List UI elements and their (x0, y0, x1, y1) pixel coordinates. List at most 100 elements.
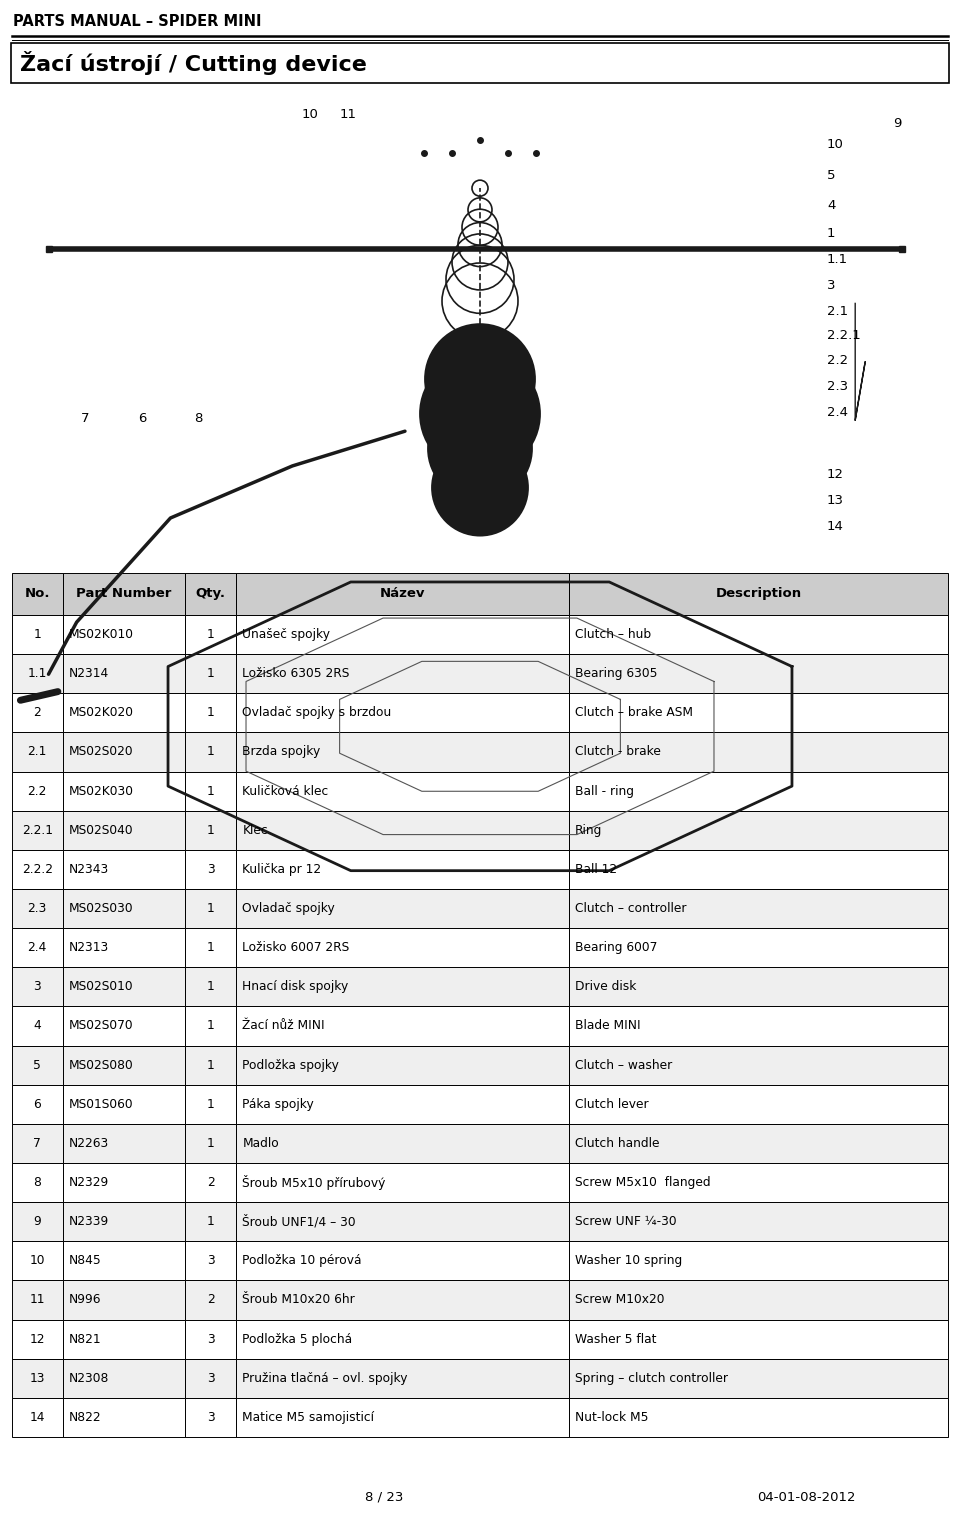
Text: 9: 9 (893, 116, 901, 130)
Bar (185, 772, 236, 810)
Bar (63, 1398, 185, 1437)
Bar (236, 1398, 569, 1437)
Bar (569, 928, 948, 967)
Bar (236, 1007, 569, 1045)
Text: N845: N845 (69, 1254, 102, 1267)
Text: 1: 1 (206, 902, 214, 916)
Text: 13: 13 (828, 494, 844, 507)
Bar (63, 1045, 185, 1085)
Text: Blade MINI: Blade MINI (575, 1019, 640, 1033)
Bar (63, 1202, 185, 1241)
Text: 9: 9 (34, 1215, 41, 1228)
Bar (63, 1163, 185, 1202)
Text: MS02K020: MS02K020 (69, 707, 134, 719)
Bar (236, 1163, 569, 1202)
Text: Part Number: Part Number (76, 588, 172, 601)
Text: Žací ústrojí / Cutting device: Žací ústrojí / Cutting device (20, 50, 367, 75)
Text: Kuličková klec: Kuličková klec (242, 784, 328, 798)
Bar (185, 1358, 236, 1398)
Bar (236, 1045, 569, 1085)
Text: N2308: N2308 (69, 1372, 109, 1384)
Bar (185, 693, 236, 732)
Text: 04-01-08-2012: 04-01-08-2012 (757, 1491, 855, 1505)
Bar (569, 615, 948, 655)
Text: Clutch handle: Clutch handle (575, 1137, 660, 1151)
Bar (569, 967, 948, 1007)
Text: 3: 3 (206, 1412, 214, 1424)
Bar (185, 1241, 236, 1280)
Text: 1: 1 (206, 942, 214, 954)
Bar (12, 1007, 63, 1045)
Bar (63, 1123, 185, 1163)
Text: 8 / 23: 8 / 23 (365, 1491, 403, 1505)
Text: Podložka spojky: Podložka spojky (242, 1059, 339, 1071)
Bar (185, 1085, 236, 1123)
Text: N822: N822 (69, 1412, 102, 1424)
Bar (63, 928, 185, 967)
Bar (236, 1241, 569, 1280)
Text: MS02S030: MS02S030 (69, 902, 133, 916)
Bar (63, 890, 185, 928)
Bar (236, 890, 569, 928)
Text: 7: 7 (82, 412, 90, 424)
Text: Clutch – controller: Clutch – controller (575, 902, 686, 916)
Text: Kulička pr 12: Kulička pr 12 (242, 862, 322, 876)
Bar (185, 1202, 236, 1241)
Text: 10: 10 (30, 1254, 45, 1267)
Bar (185, 1123, 236, 1163)
Bar (12, 1280, 63, 1320)
Bar (185, 928, 236, 967)
Text: 2: 2 (34, 707, 41, 719)
Text: Clutch lever: Clutch lever (575, 1097, 649, 1111)
Bar (236, 967, 569, 1007)
Bar (12, 655, 63, 693)
Text: 10: 10 (301, 108, 319, 121)
Bar (569, 810, 948, 850)
Bar (63, 772, 185, 810)
Bar (12, 1358, 63, 1398)
Text: 1: 1 (206, 667, 214, 681)
Bar (63, 967, 185, 1007)
Text: 2.3: 2.3 (828, 380, 849, 392)
Bar (63, 615, 185, 655)
Bar (569, 1358, 948, 1398)
Bar (185, 810, 236, 850)
Circle shape (450, 458, 510, 517)
Bar (63, 572, 185, 615)
Bar (236, 810, 569, 850)
Text: 4: 4 (34, 1019, 41, 1033)
Bar (63, 1085, 185, 1123)
Text: Matice M5 samojisticí: Matice M5 samojisticí (242, 1412, 374, 1424)
Text: 1: 1 (206, 824, 214, 836)
Bar (569, 655, 948, 693)
Text: N2343: N2343 (69, 862, 109, 876)
Bar (236, 1320, 569, 1358)
Bar (185, 1045, 236, 1085)
Bar (12, 850, 63, 890)
Text: 1: 1 (828, 227, 835, 240)
Text: 5: 5 (34, 1059, 41, 1071)
Bar (12, 1085, 63, 1123)
Text: 12: 12 (828, 468, 844, 481)
Text: Bearing 6305: Bearing 6305 (575, 667, 658, 681)
Bar (12, 732, 63, 772)
Text: Páka spojky: Páka spojky (242, 1097, 314, 1111)
Text: 5: 5 (828, 169, 835, 182)
Bar (569, 732, 948, 772)
Text: Clutch – washer: Clutch – washer (575, 1059, 672, 1071)
Text: 2.4: 2.4 (28, 942, 47, 954)
Text: 4: 4 (828, 198, 835, 212)
Text: Hnací disk spojky: Hnací disk spojky (242, 980, 348, 993)
Bar (236, 655, 569, 693)
Bar (185, 655, 236, 693)
Text: Screw UNF ¼-30: Screw UNF ¼-30 (575, 1215, 677, 1228)
Text: Clutch – brake ASM: Clutch – brake ASM (575, 707, 693, 719)
Text: Název: Název (380, 588, 425, 601)
Bar (185, 732, 236, 772)
Bar (569, 1202, 948, 1241)
Text: 6: 6 (137, 412, 146, 424)
Bar (236, 1085, 569, 1123)
Text: 3: 3 (828, 279, 835, 291)
Text: 1: 1 (206, 784, 214, 798)
Text: Podložka 5 plochá: Podložka 5 plochá (242, 1332, 352, 1346)
